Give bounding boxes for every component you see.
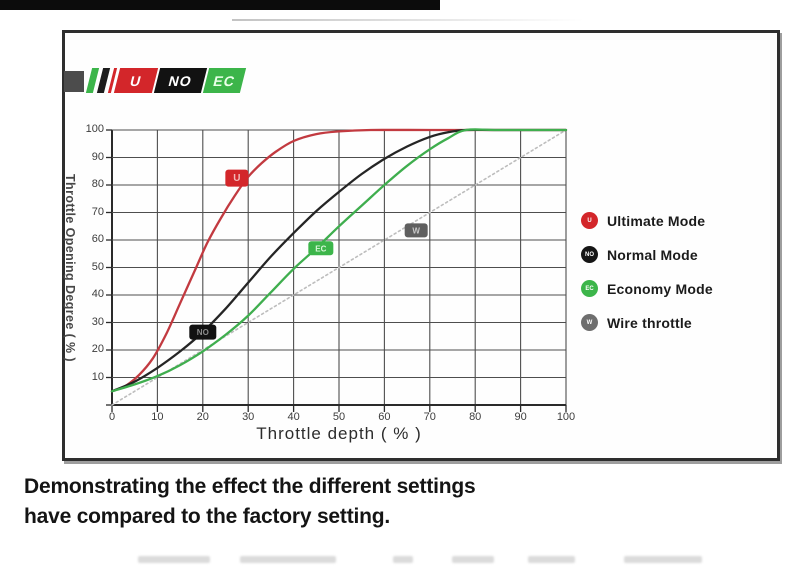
legend-item: EC Economy Mode [581,280,713,297]
smudge [393,556,413,563]
tick-label: 90 [91,150,104,163]
tick-label: 100 [556,411,576,423]
legend-label: Normal Mode [607,246,698,263]
tick-label: 20 [91,343,104,355]
legend-item: NO Normal Mode [581,246,713,263]
legend-label: Economy Mode [607,280,713,297]
throttle-curve-plot: U NO EC W 0 10 20 30 40 50 60 70 80 90 100 10 20 30 40 50 6… [86,123,576,423]
cropped-text-artifacts [0,556,800,564]
smudge [528,556,575,563]
x-axis-title: Throttle depth ( % ) [256,424,422,443]
tick-label: 90 [514,411,527,423]
legend-dot-icon: NO [581,246,598,263]
legend-item: W Wire throttle [581,314,713,331]
legend-dot-icon: U [581,212,598,229]
smudge [138,556,210,563]
tick-label: 60 [378,411,391,423]
tick-label: 40 [91,288,104,300]
svg-text:W: W [412,226,420,235]
tick-label: 10 [91,370,104,383]
smudge [240,556,336,563]
smudge [624,556,702,563]
tick-label: 70 [91,205,104,218]
tick-label: 30 [91,315,104,328]
caption-line-1: Demonstrating the effect the different s… [24,475,476,498]
legend: U Ultimate Mode NO Normal Mode EC Economy Mod… [581,212,713,348]
tick-label: 50 [332,411,346,423]
tick-label: 60 [91,233,104,245]
marker-badge-ec: EC [308,241,334,256]
tick-label: 80 [469,411,482,423]
svg-text:NO: NO [197,328,209,337]
tick-label: 30 [242,411,255,423]
marker-badge-no: NO [189,324,217,340]
caption: Demonstrating the effect the different s… [24,472,494,532]
chart-panel [62,30,780,461]
tick-label: 80 [91,178,104,190]
logo-badge-ultimate: U [113,68,159,93]
legend-label: Wire throttle [607,314,692,331]
tick-label: 50 [91,260,104,273]
tick-label: 10 [151,411,164,423]
logo-badge-normal: NO [153,68,208,93]
logo-badge-economy: EC [202,68,247,93]
plot-canvas: U NO EC W [106,128,568,412]
caption-line-2: have compared to the factory setting. [24,505,391,529]
svg-text:U: U [233,173,240,184]
legend-dot-icon: EC [581,280,598,297]
tick-label: 100 [85,123,104,135]
legend-item: U Ultimate Mode [581,212,713,229]
marker-badge-w: W [404,223,428,238]
legend-label: Ultimate Mode [607,212,706,229]
curve-wire-throttle [111,129,567,406]
curve-normal-mode [110,128,568,393]
smudge [452,556,494,563]
logo-lead-bar [64,71,84,92]
tick-label: 20 [196,411,209,423]
logo-tail-line [232,19,584,21]
tick-label: 0 [108,411,116,423]
tick-label: 40 [287,411,300,423]
tick-label: 70 [423,411,436,423]
legend-dot-icon: W [581,314,598,331]
svg-text:EC: EC [315,244,326,253]
top-crop-bar [0,0,440,10]
y-axis-title: Throttle Opening Degree ( % ) [63,173,77,362]
marker-badge-u: U [225,169,249,187]
